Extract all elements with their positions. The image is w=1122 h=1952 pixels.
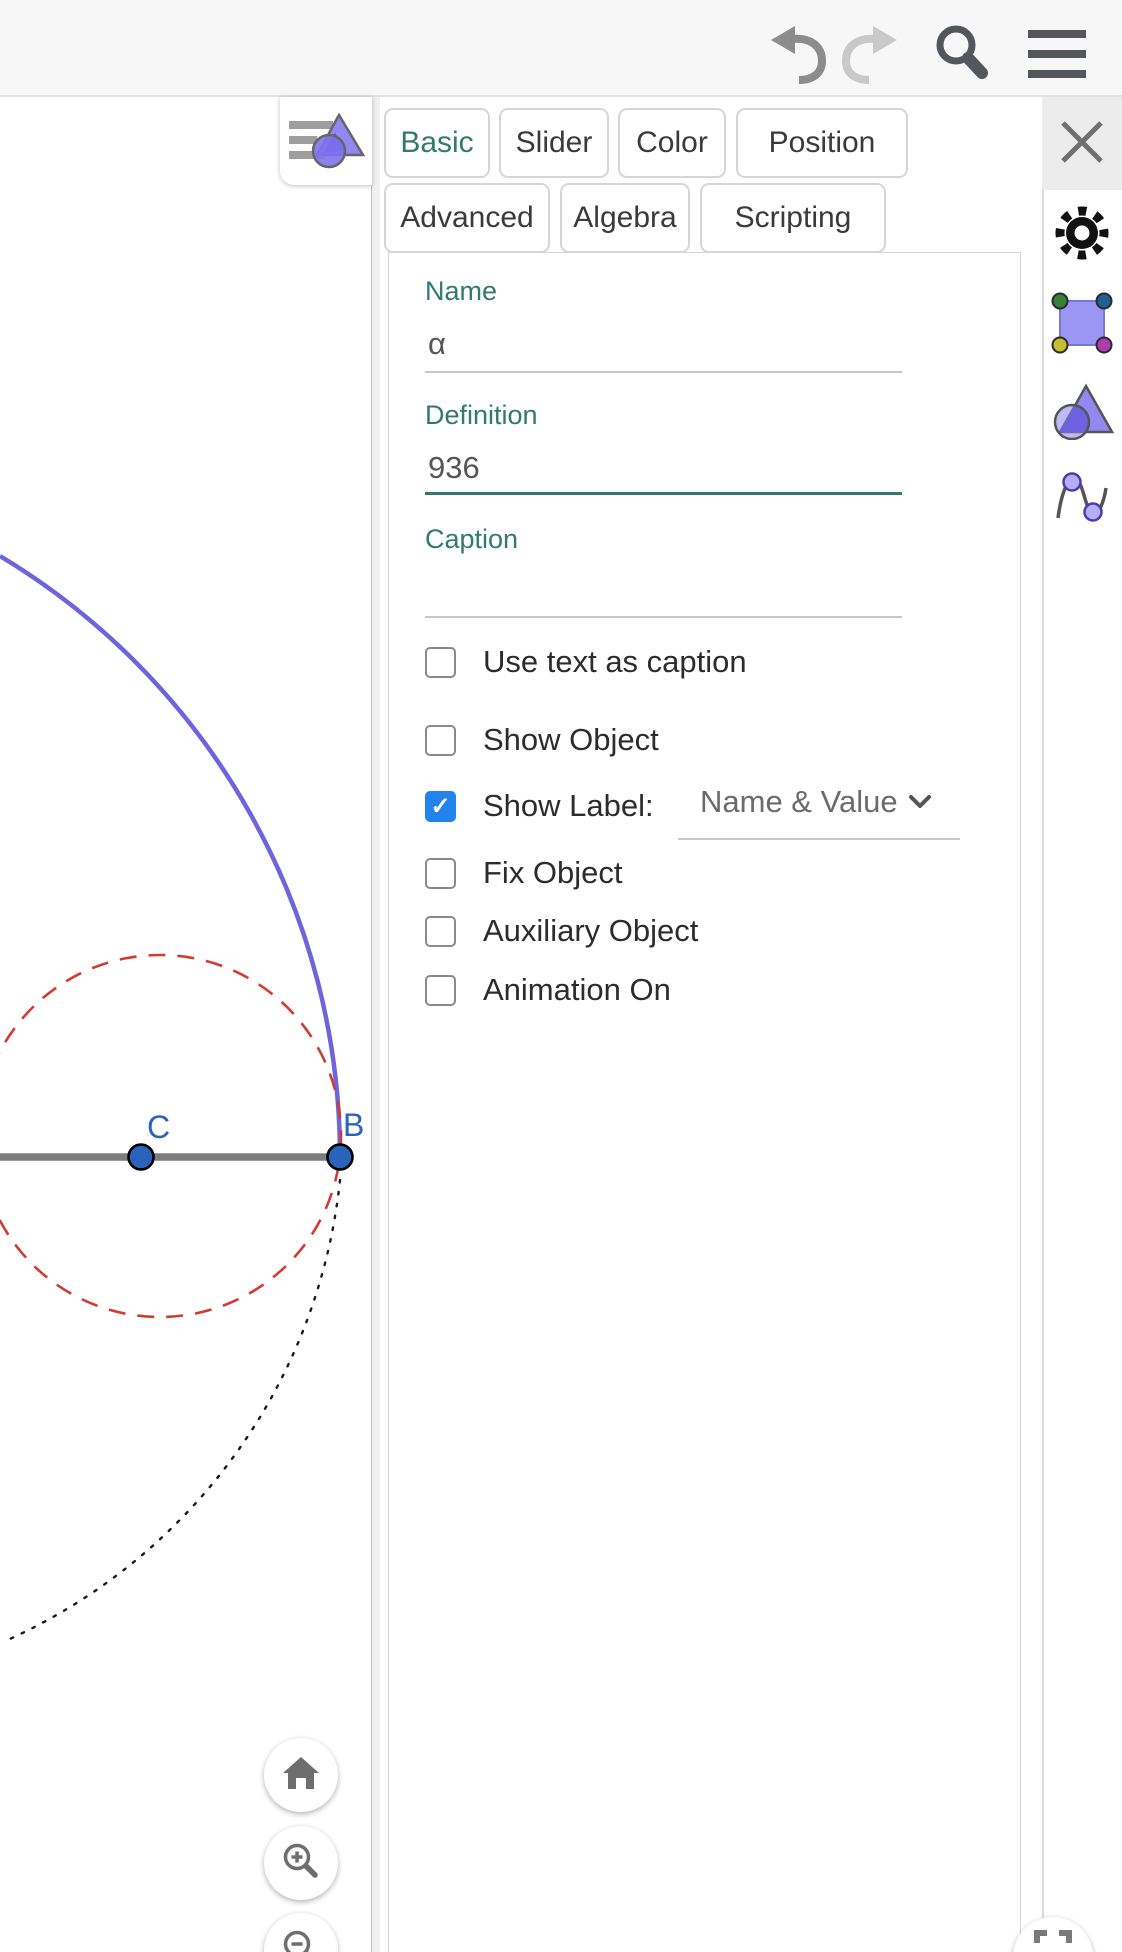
use-text-as-caption-checkbox[interactable]	[425, 647, 456, 678]
graphics-panel-gutter	[372, 97, 380, 1952]
label-style-dropdown[interactable]: Name & Value	[678, 778, 960, 840]
tab-color[interactable]: Color	[618, 108, 726, 178]
label-style-dropdown-value: Name & Value	[700, 784, 898, 819]
close-icon	[1059, 119, 1105, 168]
tab-algebra-label: Algebra	[573, 201, 677, 234]
dotted-arc[interactable]	[1, 1178, 342, 1644]
tab-scripting[interactable]: Scripting	[700, 183, 886, 253]
caption-field-label: Caption	[425, 524, 519, 554]
tab-basic-label: Basic	[400, 126, 474, 159]
zoom-in-icon	[281, 1842, 321, 1885]
search-icon	[930, 25, 992, 87]
undo-icon	[766, 26, 828, 87]
red-dashed-circle[interactable]	[0, 953, 343, 1319]
caption-input[interactable]	[428, 568, 898, 604]
point-label-C: C	[147, 1109, 170, 1145]
tab-color-label: Color	[636, 126, 708, 159]
fix-object-label: Fix Object	[483, 855, 623, 890]
object-properties-tab[interactable]	[1042, 280, 1122, 368]
show-object-checkbox[interactable]	[425, 725, 456, 756]
show-object-label: Show Object	[483, 722, 659, 757]
dropdown-underline	[678, 838, 960, 840]
tab-position[interactable]: Position	[736, 108, 908, 178]
home-icon	[282, 1756, 320, 1795]
gear-icon	[1055, 206, 1109, 263]
basic-tab-content	[388, 252, 1021, 1952]
name-input-underline	[425, 371, 902, 373]
close-panel-button[interactable]	[1042, 97, 1122, 190]
tab-algebra[interactable]: Algebra	[560, 183, 690, 253]
graphics-view[interactable]: C B	[0, 97, 371, 1952]
tab-advanced[interactable]: Advanced	[384, 183, 550, 253]
definition-input-underline	[425, 492, 902, 495]
show-label-checkbox[interactable]: ✓	[425, 791, 456, 822]
use-text-as-caption-label: Use text as caption	[483, 644, 747, 679]
tab-position-label: Position	[768, 126, 876, 159]
point-B[interactable]	[326, 1143, 354, 1171]
polygon-vertices-icon	[1050, 291, 1114, 358]
auxiliary-object-checkbox[interactable]	[425, 916, 456, 947]
settings-gear-tab[interactable]	[1042, 190, 1122, 278]
graphics-panel-divider	[371, 97, 372, 1952]
function-curve-icon	[1053, 466, 1111, 527]
tab-slider[interactable]: Slider	[499, 108, 609, 178]
search-button[interactable]	[930, 22, 992, 84]
purple-arc[interactable]	[0, 554, 343, 1158]
zoom-in-button[interactable]	[264, 1826, 338, 1900]
tab-advanced-label: Advanced	[400, 201, 534, 234]
name-field-label: Name	[425, 276, 498, 306]
main-menu-button[interactable]	[1026, 22, 1088, 84]
chevron-down-icon	[908, 794, 932, 813]
tab-basic[interactable]: Basic	[384, 108, 490, 178]
function-curve-tab[interactable]	[1042, 452, 1122, 540]
caption-input-underline	[425, 616, 902, 618]
graphics-settings-tab[interactable]	[1042, 368, 1122, 456]
panel-strip-divider	[1042, 97, 1044, 1952]
stylebar-toggle-button[interactable]	[280, 97, 372, 185]
undo-button[interactable]	[766, 22, 828, 84]
graphics-canvas: C B	[0, 554, 364, 1644]
show-label-label: Show Label:	[483, 788, 654, 823]
name-input[interactable]	[428, 326, 898, 362]
animation-on-label: Animation On	[483, 972, 671, 1007]
zoom-out-icon	[281, 1929, 321, 1952]
fix-object-checkbox[interactable]	[425, 858, 456, 889]
definition-input[interactable]	[428, 450, 898, 486]
stylebar-icon	[287, 111, 366, 174]
definition-field-label: Definition	[425, 400, 538, 430]
fullscreen-icon	[1033, 1929, 1073, 1952]
redo-button[interactable]	[840, 22, 902, 84]
animation-on-checkbox[interactable]	[425, 975, 456, 1006]
redo-icon	[840, 26, 902, 87]
point-C[interactable]	[127, 1143, 155, 1171]
circle-triangle-icon	[1048, 382, 1116, 443]
tab-slider-label: Slider	[515, 126, 593, 159]
auxiliary-object-label: Auxiliary Object	[483, 913, 699, 948]
home-button[interactable]	[264, 1738, 338, 1812]
top-toolbar	[0, 0, 1122, 97]
point-label-B: B	[343, 1107, 364, 1143]
tab-scripting-label: Scripting	[734, 201, 852, 234]
hamburger-menu-icon	[1026, 30, 1088, 87]
